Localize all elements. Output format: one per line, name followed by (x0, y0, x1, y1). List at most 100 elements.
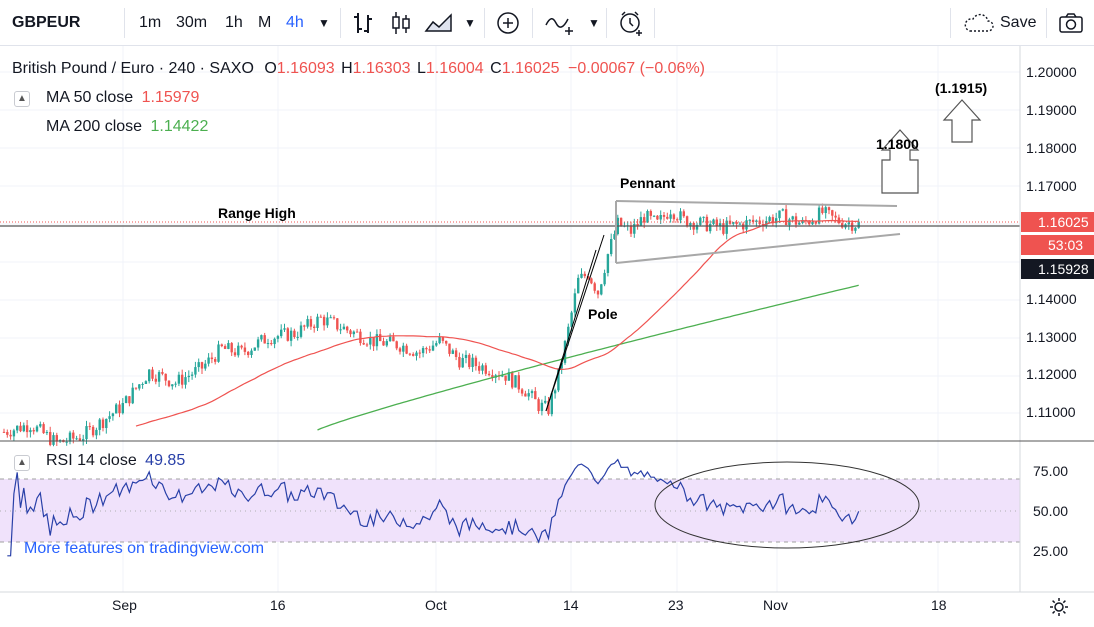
interval-4h[interactable]: 4h (286, 14, 304, 31)
candle-body (392, 336, 395, 342)
cloud-save-icon[interactable] (962, 9, 996, 37)
candle-body (600, 284, 603, 295)
price-tick: 1.12000 (1026, 366, 1077, 382)
candle-body (643, 217, 646, 223)
divider (606, 8, 607, 38)
symbol-search[interactable]: GBPEUR (12, 14, 81, 31)
candle-body (580, 273, 583, 278)
collapse-legend-icon[interactable]: ▲ (14, 91, 30, 107)
interval-30m[interactable]: 30m (176, 14, 208, 31)
chart-type-dropdown-icon[interactable]: ▼ (464, 16, 476, 30)
candle-body (672, 214, 676, 220)
candle-body (560, 362, 563, 369)
interval-1m[interactable]: 1m (139, 14, 162, 31)
price-tick: 1.11000 (1026, 404, 1076, 420)
candle-body (276, 336, 280, 339)
candle-body (39, 424, 42, 427)
candle-body (461, 357, 464, 368)
candle-body (388, 336, 392, 342)
indicators-plus-icon[interactable] (495, 9, 521, 37)
intervals-dropdown-icon[interactable]: ▼ (318, 16, 330, 30)
candle-body (801, 219, 804, 223)
pole-line-left (545, 234, 605, 412)
candle-body (530, 391, 534, 394)
divider (124, 8, 125, 38)
candle-body (550, 393, 553, 415)
pennant-upper-line (615, 200, 898, 207)
candle-body (266, 343, 270, 345)
candle-body (636, 223, 639, 226)
ma50-line (135, 219, 859, 427)
bar-chart-icon[interactable] (352, 9, 374, 37)
candle-body (45, 432, 49, 434)
candle-body (382, 341, 385, 346)
candle-body (72, 432, 75, 439)
ma200-label: MA 200 close (46, 118, 143, 135)
crosshair-price-badge: 1.15928 (1021, 259, 1094, 279)
candle-body (718, 223, 722, 227)
candle-body (527, 393, 530, 397)
area-chart-icon[interactable] (424, 9, 454, 37)
h-value: 1.16303 (352, 60, 411, 77)
candle-body (854, 227, 857, 231)
candle-body (230, 343, 233, 353)
candle-body (9, 434, 12, 437)
candle-body (524, 393, 527, 397)
candle-body (474, 357, 478, 367)
candle-body (190, 374, 194, 376)
candle-body (2, 431, 6, 433)
candle-body (362, 343, 365, 345)
candle-body (101, 419, 105, 429)
candle-body (187, 375, 190, 378)
candle-body (247, 351, 250, 356)
ma200-legend: MA 200 close 1.14422 (46, 118, 208, 136)
ma50-legend: MA 50 close 1.15979 (46, 89, 199, 107)
settings-gear-icon[interactable] (1049, 597, 1069, 617)
candle-body (784, 209, 788, 226)
alert-clock-icon[interactable] (617, 9, 647, 37)
candle-body (88, 426, 91, 428)
collapse-rsi-icon[interactable]: ▲ (14, 455, 30, 471)
candle-body (65, 441, 68, 443)
candle-body (148, 369, 151, 382)
candle-body (610, 239, 613, 255)
candle-body (695, 224, 699, 230)
date-tick: 14 (563, 597, 579, 613)
interval-month[interactable]: M (258, 14, 272, 31)
candle-body (596, 290, 600, 295)
pole-label: Pole (588, 306, 618, 322)
date-tick: Nov (763, 597, 788, 613)
candle-body (735, 222, 738, 225)
candle-body (811, 222, 814, 225)
target2-arrow-icon (942, 99, 982, 143)
l-value: 1.16004 (425, 60, 484, 77)
candle-body (78, 438, 82, 441)
candles-icon[interactable] (390, 9, 412, 37)
candle-body (464, 354, 468, 358)
candle-body (841, 223, 844, 228)
candle-body (379, 334, 382, 342)
camera-icon[interactable] (1058, 9, 1084, 37)
candle-body (468, 354, 471, 368)
candle-body (161, 372, 164, 374)
candle-body (448, 343, 451, 354)
candle-body (293, 330, 296, 338)
compare-dropdown-icon[interactable]: ▼ (588, 16, 600, 30)
candle-body (491, 375, 494, 378)
o-value: 1.16093 (276, 60, 335, 77)
countdown-badge: 53:03 (1021, 235, 1094, 255)
candle-body (105, 418, 108, 429)
candle-body (121, 403, 124, 414)
compare-icon[interactable] (543, 9, 577, 37)
candle-body (35, 426, 39, 432)
watermark[interactable]: More features on tradingview.com (24, 540, 265, 557)
c-label: C (490, 60, 502, 77)
candle-body (42, 424, 45, 434)
save-button[interactable]: Save (1000, 14, 1037, 31)
candle-body (365, 344, 369, 346)
ma50-label: MA 50 close (46, 89, 134, 106)
interval-1h[interactable]: 1h (225, 14, 243, 31)
chart-title: British Pound / Euro · 240 · SAXO (12, 60, 254, 77)
divider (1046, 8, 1047, 38)
